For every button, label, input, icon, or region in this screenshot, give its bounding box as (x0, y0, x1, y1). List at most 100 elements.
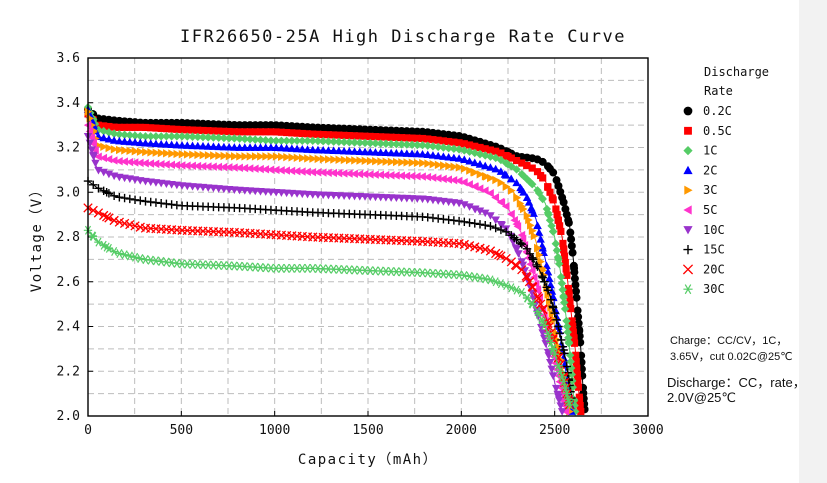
data-point-marker (94, 121, 103, 129)
data-point-marker (465, 156, 474, 165)
data-point-marker (339, 169, 348, 178)
data-point-marker (562, 265, 570, 273)
data-point-marker (491, 223, 500, 233)
data-point-marker (562, 362, 571, 371)
data-point-marker (509, 238, 518, 247)
data-point-marker (329, 137, 338, 146)
data-point-marker (501, 227, 511, 237)
data-point-marker (330, 131, 338, 139)
data-point-marker (465, 203, 474, 211)
data-point-marker (518, 261, 528, 270)
data-point-marker (178, 126, 186, 134)
data-point-marker (428, 151, 438, 159)
x-tick-label: 2000 (446, 423, 477, 438)
data-point-marker (146, 159, 155, 168)
data-point-marker (553, 390, 562, 399)
data-point-marker (516, 183, 525, 192)
data-point-marker (450, 162, 459, 171)
data-point-marker (100, 142, 108, 151)
y-tick-label: 3.4 (57, 96, 81, 111)
data-point-marker (553, 211, 561, 219)
data-point-marker (556, 402, 565, 410)
data-point-marker (99, 153, 108, 163)
data-point-marker (309, 154, 317, 163)
x-tick-label: 500 (170, 423, 193, 438)
data-point-marker (183, 141, 192, 149)
data-point-marker (303, 145, 312, 153)
data-point-marker (418, 172, 426, 181)
data-point-marker (163, 149, 171, 158)
data-point-marker (350, 147, 359, 155)
series-2C (83, 105, 576, 415)
data-point-marker (266, 165, 275, 174)
data-point-marker (109, 129, 119, 138)
data-point-marker (392, 139, 401, 149)
y-tick-label: 3.6 (57, 51, 80, 66)
legend-marker-5C (683, 205, 692, 215)
data-point-marker (199, 150, 208, 160)
data-point-marker (115, 156, 123, 166)
data-point-marker (494, 250, 504, 260)
data-point-marker (418, 149, 427, 158)
data-point-marker (99, 133, 108, 142)
data-point-marker (506, 174, 516, 183)
data-point-marker (511, 244, 521, 252)
data-point-marker (236, 128, 244, 136)
data-point-marker (567, 305, 575, 313)
data-point-marker (125, 251, 135, 261)
data-point-marker (574, 383, 582, 391)
data-point-marker (554, 216, 562, 224)
data-point-marker (271, 165, 280, 175)
data-point-marker (193, 161, 202, 171)
data-point-marker (563, 368, 572, 377)
data-point-marker (574, 377, 582, 385)
data-point-marker (177, 141, 187, 149)
data-point-marker (89, 153, 98, 161)
data-point-marker (440, 161, 448, 170)
data-point-marker (319, 137, 328, 146)
data-point-marker (551, 306, 560, 315)
data-point-marker (566, 298, 574, 306)
discharge-note-line-1: Discharge：CC，rate， (667, 375, 806, 390)
series-line (87, 207, 571, 405)
data-point-marker (433, 151, 443, 160)
data-point-marker (403, 134, 411, 142)
data-point-marker (168, 149, 176, 158)
data-point-marker (470, 158, 479, 167)
data-point-marker (496, 251, 506, 261)
data-point-marker (277, 166, 285, 175)
data-point-marker (485, 246, 496, 256)
data-point-marker (419, 158, 427, 168)
data-point-marker (418, 141, 427, 150)
data-point-marker (304, 154, 312, 163)
data-point-marker (256, 135, 265, 145)
data-point-marker (177, 132, 187, 141)
data-point-marker (386, 171, 395, 180)
data-point-marker (267, 128, 275, 136)
data-point-marker (529, 273, 538, 282)
data-point-marker (519, 171, 528, 181)
data-point-marker (355, 169, 364, 179)
data-point-marker (209, 127, 218, 135)
data-point-marker (105, 143, 114, 153)
series-0_2C (84, 105, 589, 414)
data-point-marker (559, 291, 568, 301)
series-15C (83, 176, 576, 403)
chart-title: IFR26650-25A High Discharge Rate Curve (180, 27, 626, 47)
data-point-marker (319, 145, 328, 154)
data-point-marker (308, 136, 317, 146)
data-point-marker (277, 136, 286, 145)
data-point-marker (537, 257, 545, 266)
data-point-marker (572, 293, 581, 302)
data-point-marker (569, 322, 577, 331)
y-tick-label: 3.2 (57, 141, 80, 156)
data-point-marker (100, 122, 108, 130)
data-point-marker (563, 327, 572, 337)
data-point-marker (491, 277, 500, 287)
data-point-marker (560, 298, 569, 307)
data-point-marker (102, 212, 112, 222)
data-point-marker (109, 247, 119, 257)
data-point-marker (533, 221, 542, 230)
data-point-marker (335, 131, 343, 139)
data-point-marker (576, 401, 584, 410)
